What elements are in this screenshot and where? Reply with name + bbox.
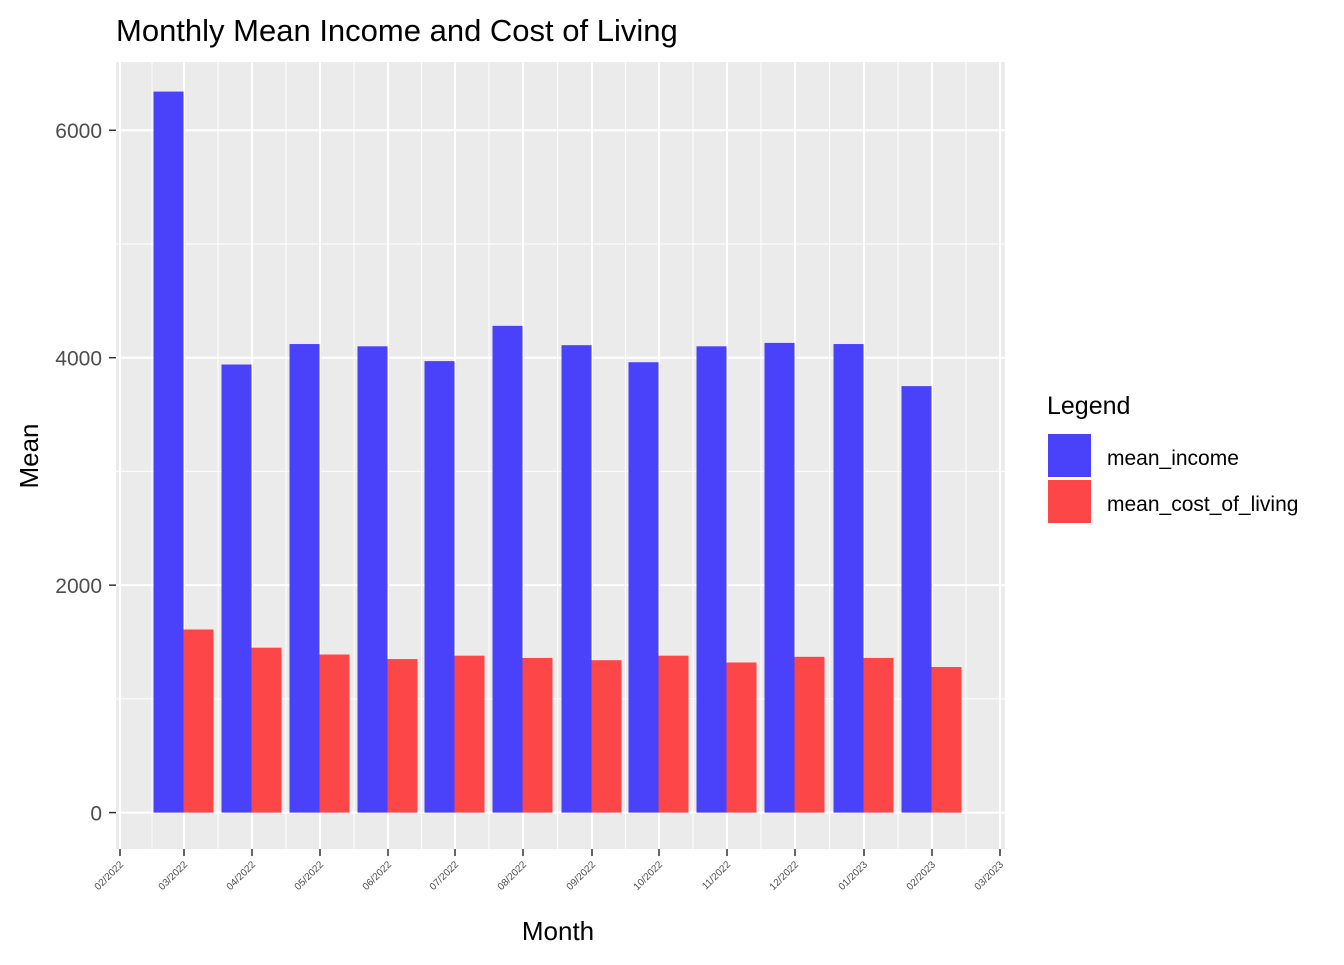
bar-mean-cost-of-living	[522, 657, 553, 813]
legend: Legend mean_income mean_cost_of_living	[1047, 392, 1298, 523]
bar-mean-income	[289, 344, 320, 813]
bar-mean-income	[833, 344, 864, 813]
x-tick-label: 03/2022	[157, 859, 191, 893]
y-axis: 0 2000 4000 6000	[55, 120, 116, 826]
x-tick-label: 04/2022	[225, 859, 259, 893]
bar-mean-cost-of-living	[319, 654, 350, 813]
bar-mean-income	[901, 386, 932, 813]
x-axis: 02/2022 03/2022 04/2022 05/2022 06/2022 07/20…	[93, 849, 1007, 893]
legend-key-mean-income	[1048, 434, 1091, 477]
grid-minor	[116, 62, 1005, 849]
x-tick-label: 02/2023	[905, 859, 939, 893]
legend-title: Legend	[1047, 392, 1130, 420]
x-tick-label: 10/2022	[632, 859, 666, 893]
x-tick-label: 12/2022	[768, 859, 802, 893]
x-tick-label: 05/2022	[293, 859, 327, 893]
x-tick-label: 02/2022	[93, 859, 127, 893]
y-axis-title: Mean	[14, 423, 44, 488]
bar-mean-income	[561, 345, 592, 813]
bar-mean-cost-of-living	[454, 655, 485, 813]
legend-label-mean-cost-of-living: mean_cost_of_living	[1107, 493, 1298, 516]
x-tick-label: 03/2023	[973, 859, 1007, 893]
bar-mean-income	[492, 325, 523, 813]
bar-mean-income	[424, 361, 455, 813]
bar-mean-cost-of-living	[183, 629, 214, 813]
x-tick-label: 08/2022	[496, 859, 530, 893]
x-axis-title: Month	[522, 916, 594, 946]
y-tick-label: 4000	[55, 348, 102, 371]
x-tick-label: 06/2022	[361, 859, 395, 893]
bar-mean-income	[696, 346, 727, 813]
legend-key-mean-cost-of-living	[1048, 480, 1091, 523]
bar-mean-cost-of-living	[794, 656, 825, 813]
x-tick-label: 01/2023	[837, 859, 871, 893]
bar-mean-income	[221, 364, 252, 813]
x-tick-label: 11/2022	[700, 859, 733, 892]
legend-label-mean-income: mean_income	[1107, 447, 1239, 470]
bar-mean-income	[628, 362, 659, 813]
bar-mean-cost-of-living	[863, 657, 894, 813]
bar-mean-income	[153, 91, 184, 813]
bar-mean-income	[357, 346, 388, 813]
y-tick-label: 2000	[55, 575, 102, 598]
y-tick-label: 0	[90, 803, 102, 826]
bar-mean-cost-of-living	[658, 655, 689, 813]
x-tick-label: 07/2022	[428, 859, 462, 893]
chart-title: Monthly Mean Income and Cost of Living	[116, 13, 678, 48]
bar-mean-cost-of-living	[387, 659, 418, 813]
bar-mean-cost-of-living	[931, 667, 962, 813]
bar-mean-cost-of-living	[251, 647, 282, 813]
bar-mean-cost-of-living	[591, 660, 622, 813]
bar-mean-income	[764, 342, 795, 813]
bar-mean-cost-of-living	[726, 662, 757, 813]
bars	[153, 91, 962, 813]
y-tick-label: 6000	[55, 120, 102, 143]
x-tick-label: 09/2022	[565, 859, 599, 893]
